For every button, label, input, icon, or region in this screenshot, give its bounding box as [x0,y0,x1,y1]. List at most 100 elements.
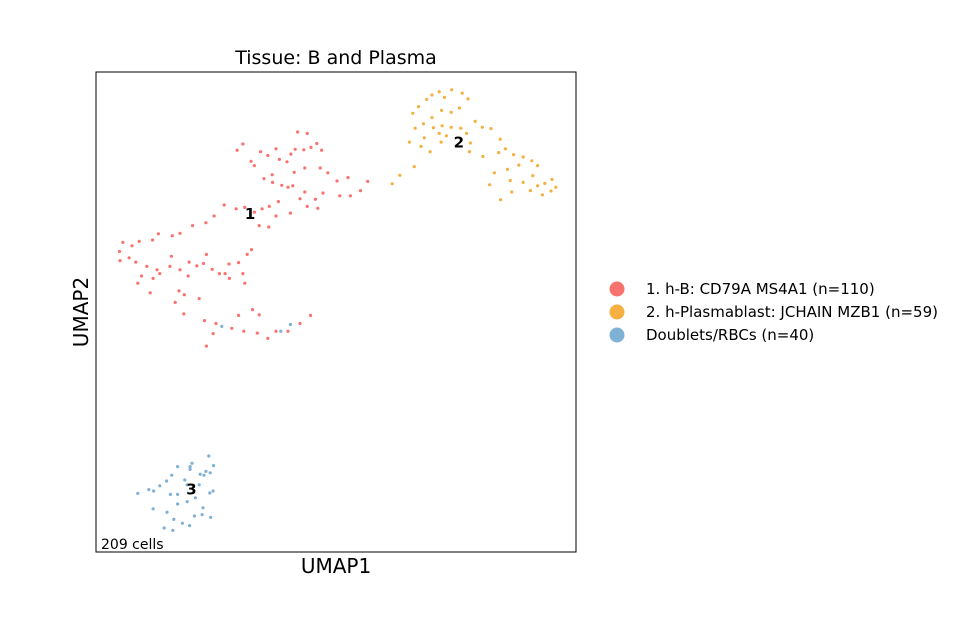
cell-point [437,131,441,135]
cell-point [440,124,444,128]
cell-point [137,239,141,243]
cell-point [234,207,238,211]
cell-point [168,492,172,496]
cell-point [303,166,307,170]
cell-point [421,122,425,126]
cell-point [117,249,122,254]
cell-point [270,173,274,177]
cell-point [176,502,180,506]
cell-point [151,238,155,242]
cell-point [517,163,521,167]
cell-point [267,225,271,229]
cell-point [279,329,283,333]
cell-point [425,97,429,101]
cell-point [178,268,182,272]
cell-point [540,193,545,197]
cell-point [158,272,162,276]
cell-point [245,252,249,256]
cell-point [321,191,325,195]
cell-point [165,479,169,483]
cell-point [266,336,270,340]
cell-point [285,160,289,164]
cell-point [271,180,275,184]
cell-point [437,90,441,94]
x-axis-label: UMAP1 [301,554,371,578]
cell-point [468,141,472,145]
cell-point [118,259,122,263]
cell-point [140,274,144,278]
cell-point [249,248,254,252]
cell-point [186,274,190,278]
cell-point [444,134,448,138]
cell-point [489,127,493,131]
cell-point [419,144,423,148]
cell-point [298,321,302,326]
cell-point [554,185,558,189]
cell-point [227,262,231,266]
cell-point [536,184,540,188]
cell-point [168,264,172,268]
cell-point [358,189,363,193]
cell-point [200,513,204,517]
cell-point [211,489,215,493]
cell-point [204,469,208,473]
cluster-label: 3 [186,481,196,499]
cell-point [473,119,477,123]
cell-point [209,515,213,520]
cell-point [222,203,226,207]
cell-point [530,159,534,163]
cell-point [274,329,278,333]
cell-point [550,177,554,182]
cell-point [241,272,245,276]
cell-point [180,521,184,525]
cell-point [187,260,191,264]
cell-point [492,171,496,175]
cell-point [148,291,152,295]
cell-point [309,313,313,317]
cell-point [298,197,302,201]
cell-point [277,157,281,161]
cell-point [313,197,317,201]
legend-marker [609,304,625,320]
cell-point [197,483,201,487]
cell-point [274,214,278,218]
cell-point [257,224,261,228]
cell-point [257,313,261,317]
cell-point [249,159,253,163]
cell-point [176,492,180,496]
cell-point [243,205,247,209]
y-axis-label: UMAP2 [69,277,93,347]
cell-point [305,204,309,208]
cell-point [316,206,320,210]
cell-point [201,261,206,266]
cell-point [276,200,280,204]
cell-point [212,214,216,218]
cell-point [260,207,264,211]
cell-point [136,491,140,495]
cell-point [442,95,447,99]
legend-entry-label: Doublets/RBCs (n=40) [646,326,814,344]
cell-point [450,88,454,92]
cell-point [267,204,271,208]
cell-point [430,116,434,120]
cell-point [227,276,231,280]
cell-point [202,473,206,477]
cell-point [121,240,125,244]
cell-point [536,164,540,168]
cell-point [466,97,470,101]
cell-point [366,179,370,183]
cluster-labels-layer: 1 2 3 [186,134,464,499]
cell-count-label: 209 cells [101,537,164,553]
cell-point [302,148,306,152]
cell-point [521,180,525,184]
cell-point [320,148,324,152]
cell-point [508,178,512,183]
cell-point [208,491,212,495]
cell-point [171,528,175,533]
cell-point [262,177,266,181]
cell-point [169,254,173,258]
cell-point [390,182,394,186]
cell-point [467,150,471,154]
cell-point [162,526,166,530]
